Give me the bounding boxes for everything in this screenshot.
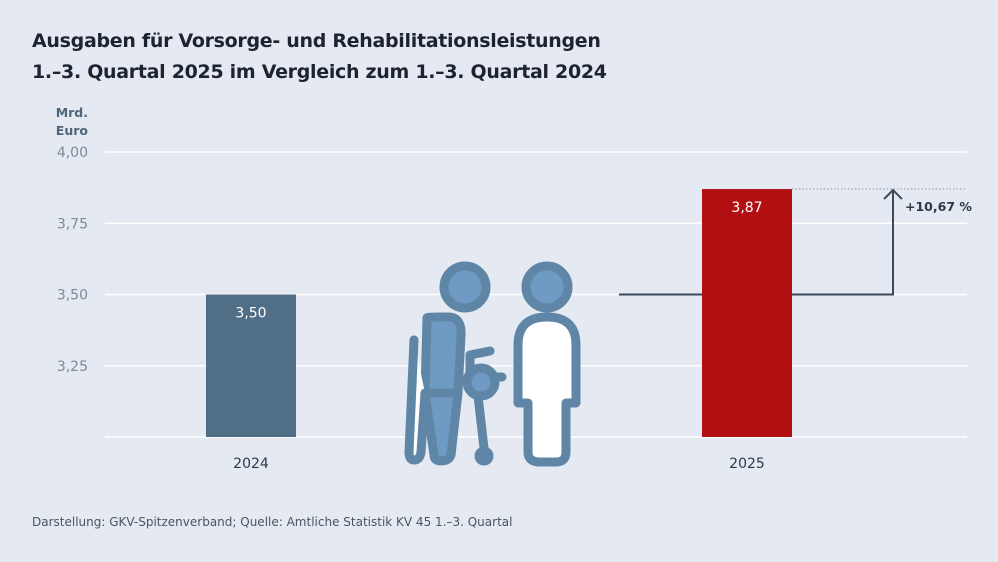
two-persons-with-walker-icon xyxy=(404,261,581,467)
source-note: Darstellung: GKV-Spitzenverband; Quelle:… xyxy=(32,515,513,529)
data-label: 3,87 xyxy=(731,200,762,216)
y-axis-label-line-1: Mrd. xyxy=(55,105,88,120)
data-label: 3,50 xyxy=(235,306,266,322)
x-tick-label: 2024 xyxy=(233,456,269,472)
y-tick-label: 3,50 xyxy=(57,288,88,304)
y-axis-label: Mrd. Euro xyxy=(40,104,88,140)
bar-2025 xyxy=(702,189,792,437)
title-line-2: 1.–3. Quartal 2025 im Vergleich zum 1.–3… xyxy=(32,61,607,83)
arrow-up-icon xyxy=(883,188,903,200)
y-axis-label-line-2: Euro xyxy=(55,123,88,138)
change-label: +10,67 % xyxy=(905,199,972,214)
y-tick-label: 4,00 xyxy=(57,145,88,161)
title-line-1: Ausgaben für Vorsorge- und Rehabilitatio… xyxy=(32,30,601,52)
chart-title: Ausgaben für Vorsorge- und Rehabilitatio… xyxy=(32,26,607,88)
x-tick-label: 2025 xyxy=(729,456,765,472)
y-tick-label: 3,75 xyxy=(57,216,88,232)
y-tick-label: 3,25 xyxy=(57,359,88,375)
bar-2024 xyxy=(206,294,296,437)
